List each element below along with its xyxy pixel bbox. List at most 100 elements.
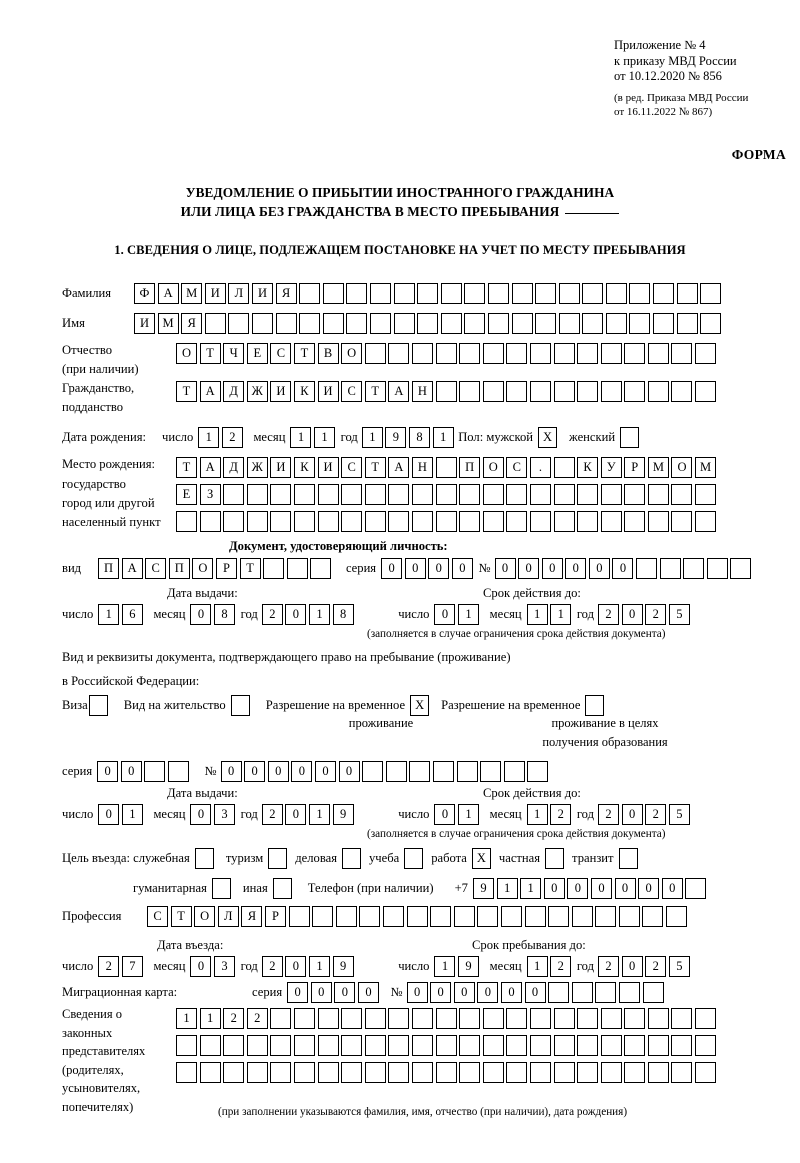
char-cell[interactable]: 0 [120,761,142,782]
char-cell[interactable]: С [341,381,363,402]
char-cell[interactable]: П [98,558,119,579]
char-cell[interactable] [270,1035,292,1056]
char-cell[interactable] [600,381,622,402]
char-cell[interactable] [440,283,462,304]
char-cell[interactable] [524,906,546,927]
char-cell[interactable] [288,906,310,927]
char-cell[interactable] [270,511,292,532]
char-cell[interactable]: 0 [541,558,563,579]
char-cell[interactable]: Р [215,558,237,579]
char-cell[interactable] [695,1008,717,1029]
char-cell[interactable]: Р [264,906,286,927]
char-cell[interactable]: 0 [310,982,332,1003]
char-cell[interactable] [341,1008,363,1029]
char-cell[interactable]: 1 [496,878,518,899]
char-cell[interactable] [506,343,528,364]
char-cell[interactable] [503,761,525,782]
char-cell[interactable] [393,313,415,334]
char-cell[interactable] [364,1035,386,1056]
sex-female-checkbox[interactable] [620,427,640,448]
char-cell[interactable] [459,381,481,402]
char-cell[interactable] [382,906,404,927]
char-cell[interactable]: П [168,558,190,579]
char-cell[interactable]: У [600,457,622,478]
char-cell[interactable]: 2 [246,1008,268,1029]
char-cell[interactable] [482,381,504,402]
visa-checkbox[interactable] [88,695,108,716]
char-cell[interactable] [393,283,415,304]
char-cell[interactable]: 2 [598,804,620,825]
char-cell[interactable] [464,283,486,304]
char-cell[interactable]: Е [246,343,268,364]
char-cell[interactable]: О [482,457,504,478]
char-cell[interactable]: 0 [524,982,546,1003]
char-cell[interactable] [647,1008,669,1029]
char-cell[interactable] [624,343,646,364]
char-cell[interactable] [199,511,221,532]
char-cell[interactable]: 0 [661,878,683,899]
char-cell[interactable] [435,343,457,364]
char-cell[interactable] [482,343,504,364]
char-cell[interactable] [695,1035,717,1056]
char-cell[interactable] [577,1062,599,1083]
char-cell[interactable] [500,906,522,927]
char-cell[interactable]: 1 [309,956,331,977]
char-cell[interactable]: 0 [285,956,307,977]
char-cell[interactable]: И [134,313,155,334]
char-cell[interactable]: 0 [590,878,612,899]
char-cell[interactable]: А [388,457,410,478]
char-cell[interactable] [582,313,604,334]
char-cell[interactable] [310,558,332,579]
char-cell[interactable] [671,484,693,505]
char-cell[interactable]: 8 [409,427,431,448]
char-cell[interactable] [335,906,357,927]
char-cell[interactable] [695,381,717,402]
char-cell[interactable] [671,1035,693,1056]
char-cell[interactable]: 0 [621,804,643,825]
char-cell[interactable]: 0 [285,804,307,825]
char-cell[interactable] [364,511,386,532]
purpose-service-checkbox[interactable] [194,848,214,869]
char-cell[interactable]: 1 [361,427,383,448]
char-cell[interactable]: О [341,343,363,364]
char-cell[interactable] [369,313,391,334]
char-cell[interactable] [676,283,698,304]
char-cell[interactable]: 0 [381,558,403,579]
char-cell[interactable]: 0 [434,604,456,625]
char-cell[interactable] [417,283,439,304]
char-cell[interactable]: 0 [638,878,660,899]
char-cell[interactable] [671,381,693,402]
char-cell[interactable]: К [293,457,315,478]
char-cell[interactable]: 9 [332,956,354,977]
char-cell[interactable]: И [270,381,292,402]
char-cell[interactable]: 9 [332,804,354,825]
char-cell[interactable] [411,511,433,532]
char-cell[interactable] [487,313,509,334]
char-cell[interactable] [642,906,664,927]
char-cell[interactable] [529,1062,551,1083]
char-cell[interactable]: 7 [121,956,143,977]
char-cell[interactable] [369,283,391,304]
char-cell[interactable] [676,313,698,334]
char-cell[interactable] [595,906,617,927]
char-cell[interactable] [730,558,752,579]
char-cell[interactable]: О [671,457,693,478]
char-cell[interactable] [480,761,502,782]
char-cell[interactable] [409,761,431,782]
char-cell[interactable] [388,1008,410,1029]
char-cell[interactable] [529,343,551,364]
char-cell[interactable]: В [317,343,339,364]
char-cell[interactable]: 0 [287,982,309,1003]
char-cell[interactable] [317,1062,339,1083]
char-cell[interactable] [647,1035,669,1056]
char-cell[interactable] [293,484,315,505]
